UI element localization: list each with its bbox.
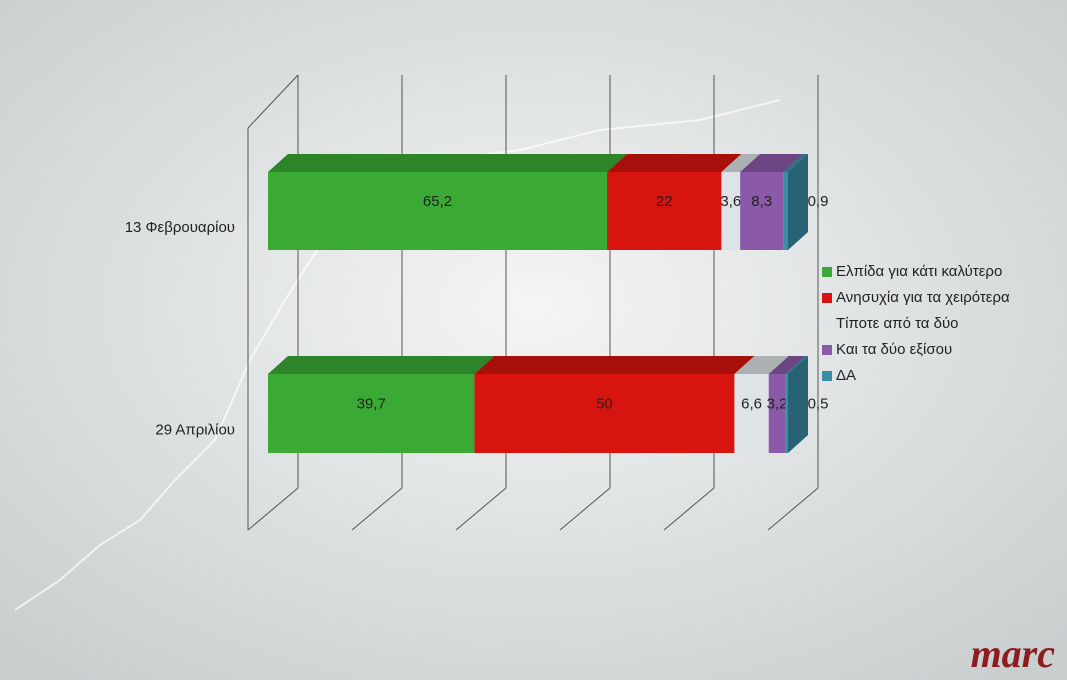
shade [788,356,808,453]
value-label: 8,3 [751,193,772,210]
bar-top [734,356,789,374]
legend-label: ΔΑ [836,367,856,384]
bar [768,374,786,453]
grid-line [455,487,507,531]
legend-swatch [822,267,832,277]
value-label: 22 [656,193,673,210]
shade [788,154,808,250]
bar-top [268,356,495,374]
grid-line [559,487,611,531]
legend-swatch [822,345,832,355]
legend-label: Ανησυχία για τα χειρότερα [836,289,1010,306]
background-trend [14,99,781,611]
shade [783,154,808,172]
grid-line [247,487,299,531]
grid-line [767,487,819,531]
bar [474,374,735,453]
shade [474,356,755,374]
shade [740,154,804,172]
legend-swatch [822,371,832,381]
bar [740,172,784,250]
category-label: 29 Απριλίου [155,421,235,438]
value-label: 50 [596,395,613,412]
bar-top [785,356,808,374]
bar [607,172,722,250]
shade [785,356,808,374]
shade [768,356,806,374]
value-label: 3,6 [720,193,741,210]
value-label: 0,5 [808,395,829,412]
grid-line [663,487,715,531]
value-label: 3,2 [767,395,788,412]
shade [721,154,761,172]
legend-swatch [822,319,832,329]
bar [268,172,608,250]
bar [268,374,475,453]
shade [268,154,628,172]
legend-label: Τίποτε από τα δύο [836,315,959,332]
shade [268,356,495,374]
brand: marc [971,631,1056,676]
shade [607,154,742,172]
bar [721,172,741,250]
axis-line [247,74,299,129]
bar-top [607,154,742,172]
bar [783,172,788,250]
legend-swatch [822,293,832,303]
grid-line [351,487,403,531]
bar-top [783,154,808,172]
bar-top [474,356,755,374]
category-label: 13 Φεβρουαρίου [125,219,235,236]
bar-top [768,356,806,374]
bar [734,374,769,453]
value-label: 6,6 [741,395,762,412]
legend-label: Ελπίδα για κάτι καλύτερο [836,263,1002,280]
legend-label: Και τα δύο εξίσου [836,341,952,358]
bar-top [740,154,804,172]
plot: 13 Φεβρουαρίου 65,2 22 3,6 8,3 0,9 29 Απριλίου… [125,74,1010,531]
value-label: 65,2 [423,193,452,210]
bar-side [788,154,808,250]
bar [785,374,788,453]
shade [734,356,789,374]
value-label: 39,7 [357,395,386,412]
value-label: 0,9 [808,193,829,210]
bar-top [721,154,761,172]
bar-top [268,154,628,172]
bar-side [788,356,808,453]
